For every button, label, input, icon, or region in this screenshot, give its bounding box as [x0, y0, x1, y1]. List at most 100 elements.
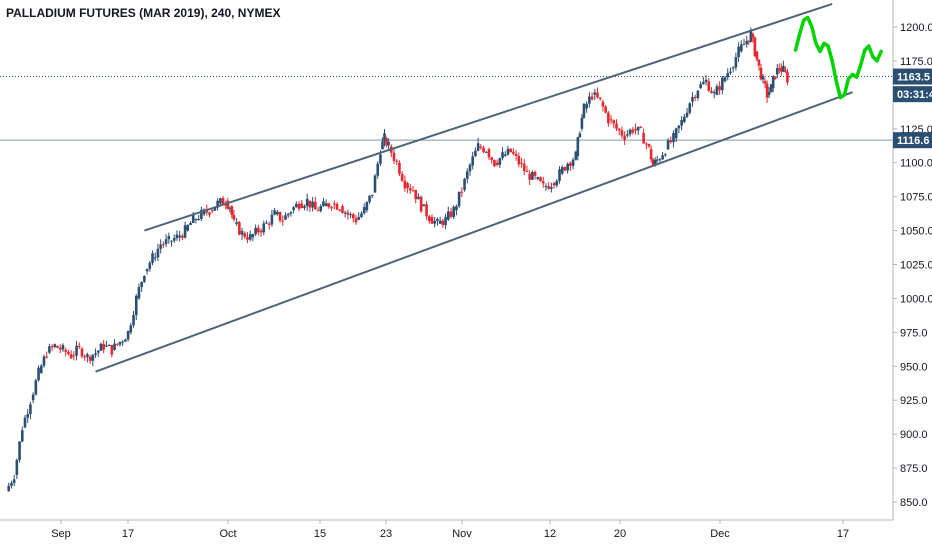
candle-body	[96, 350, 100, 353]
candle-body	[544, 186, 548, 188]
candle-body	[653, 159, 657, 166]
candle-body	[383, 133, 386, 142]
price-tag-bg	[893, 132, 932, 149]
candle-body	[297, 203, 301, 209]
y-tick-label: 1200.0	[900, 22, 932, 34]
candle-body	[118, 341, 122, 345]
x-tick-label: Oct	[219, 528, 236, 540]
candle-body	[12, 479, 16, 484]
trend-channel[interactable]	[95, 2, 853, 373]
candle-body	[94, 353, 97, 355]
projection-path[interactable]	[793, 15, 883, 100]
candle-body	[238, 222, 241, 235]
candle-body	[86, 354, 89, 358]
candle-body	[343, 212, 347, 214]
candle-body	[628, 129, 632, 135]
candle-body	[651, 159, 655, 166]
candle-body	[463, 178, 466, 190]
candle-body	[661, 155, 664, 160]
candle-body	[484, 151, 488, 153]
candle-body	[702, 81, 705, 85]
candle-body	[514, 153, 518, 156]
candle-body	[338, 209, 342, 211]
candle-body	[67, 351, 70, 355]
x-tick-label: 17	[122, 528, 134, 540]
candle-body	[251, 234, 255, 238]
candle-body	[362, 207, 366, 214]
candle-body	[773, 76, 777, 79]
candle-body	[39, 365, 43, 374]
candle-body	[327, 203, 331, 208]
candle-body	[417, 196, 420, 200]
candle-body	[259, 230, 263, 233]
candle-body	[509, 148, 512, 153]
candle-body	[710, 90, 713, 93]
candle-body	[620, 130, 624, 136]
candle-body	[395, 160, 399, 162]
candle-body	[88, 356, 92, 361]
candle-body	[48, 346, 51, 353]
candle-body	[533, 171, 537, 176]
x-tick-label: Dec	[710, 528, 730, 540]
candle-body	[547, 186, 550, 189]
candle-body	[574, 151, 578, 160]
candle-body	[541, 181, 545, 184]
candle-body	[444, 216, 447, 226]
candle-body	[145, 268, 149, 272]
candle-body	[555, 180, 559, 186]
projection-line[interactable]	[793, 15, 883, 100]
channel-lower-line[interactable]	[95, 91, 853, 373]
candle-body	[110, 345, 114, 355]
candle-body	[289, 212, 293, 214]
candle-body	[219, 198, 222, 204]
candle-body	[729, 71, 732, 74]
candle-body	[406, 183, 409, 189]
candle-body	[490, 157, 493, 160]
candle-body	[10, 483, 13, 486]
candle-body	[767, 92, 771, 95]
candle-body	[560, 167, 564, 174]
candle-body	[50, 346, 54, 348]
candle-body	[517, 155, 521, 165]
candle-body	[531, 171, 534, 180]
candle-body	[324, 203, 328, 207]
candle-body	[232, 215, 236, 220]
candle-body	[368, 195, 371, 202]
candle-body	[699, 84, 702, 89]
candle-body	[765, 83, 769, 98]
x-tick-label: Nov	[452, 528, 472, 540]
candle-body	[26, 414, 30, 418]
candle-body	[162, 244, 165, 246]
candle-body	[134, 295, 138, 316]
candle-body	[273, 210, 276, 215]
candle-body	[392, 152, 396, 161]
y-tick-label: 1025.0	[900, 260, 932, 272]
candle-body	[64, 350, 67, 352]
candle-body	[403, 180, 407, 189]
candle-body	[400, 173, 404, 181]
candle-body	[576, 137, 580, 156]
candle-body	[476, 143, 480, 151]
candle-body	[18, 441, 21, 460]
candle-body	[305, 198, 309, 207]
candle-body	[224, 204, 228, 206]
candle-body	[210, 210, 214, 212]
candle-body	[15, 459, 19, 475]
candle-body	[674, 128, 678, 139]
candle-body	[172, 238, 176, 241]
channel-upper-line[interactable]	[144, 2, 833, 232]
candle-body	[563, 167, 567, 171]
candle-body	[373, 175, 377, 193]
candle-body	[284, 215, 287, 220]
candle-body	[520, 162, 523, 164]
price-tags: 1163.5 03:31:47 1116.6	[893, 68, 932, 149]
candle-body	[425, 204, 428, 217]
candle-body	[228, 207, 232, 209]
candle-body	[37, 367, 40, 381]
candle-body	[479, 146, 483, 148]
candle-body	[129, 325, 133, 333]
candle-body	[181, 235, 184, 238]
candle-body	[512, 151, 515, 154]
